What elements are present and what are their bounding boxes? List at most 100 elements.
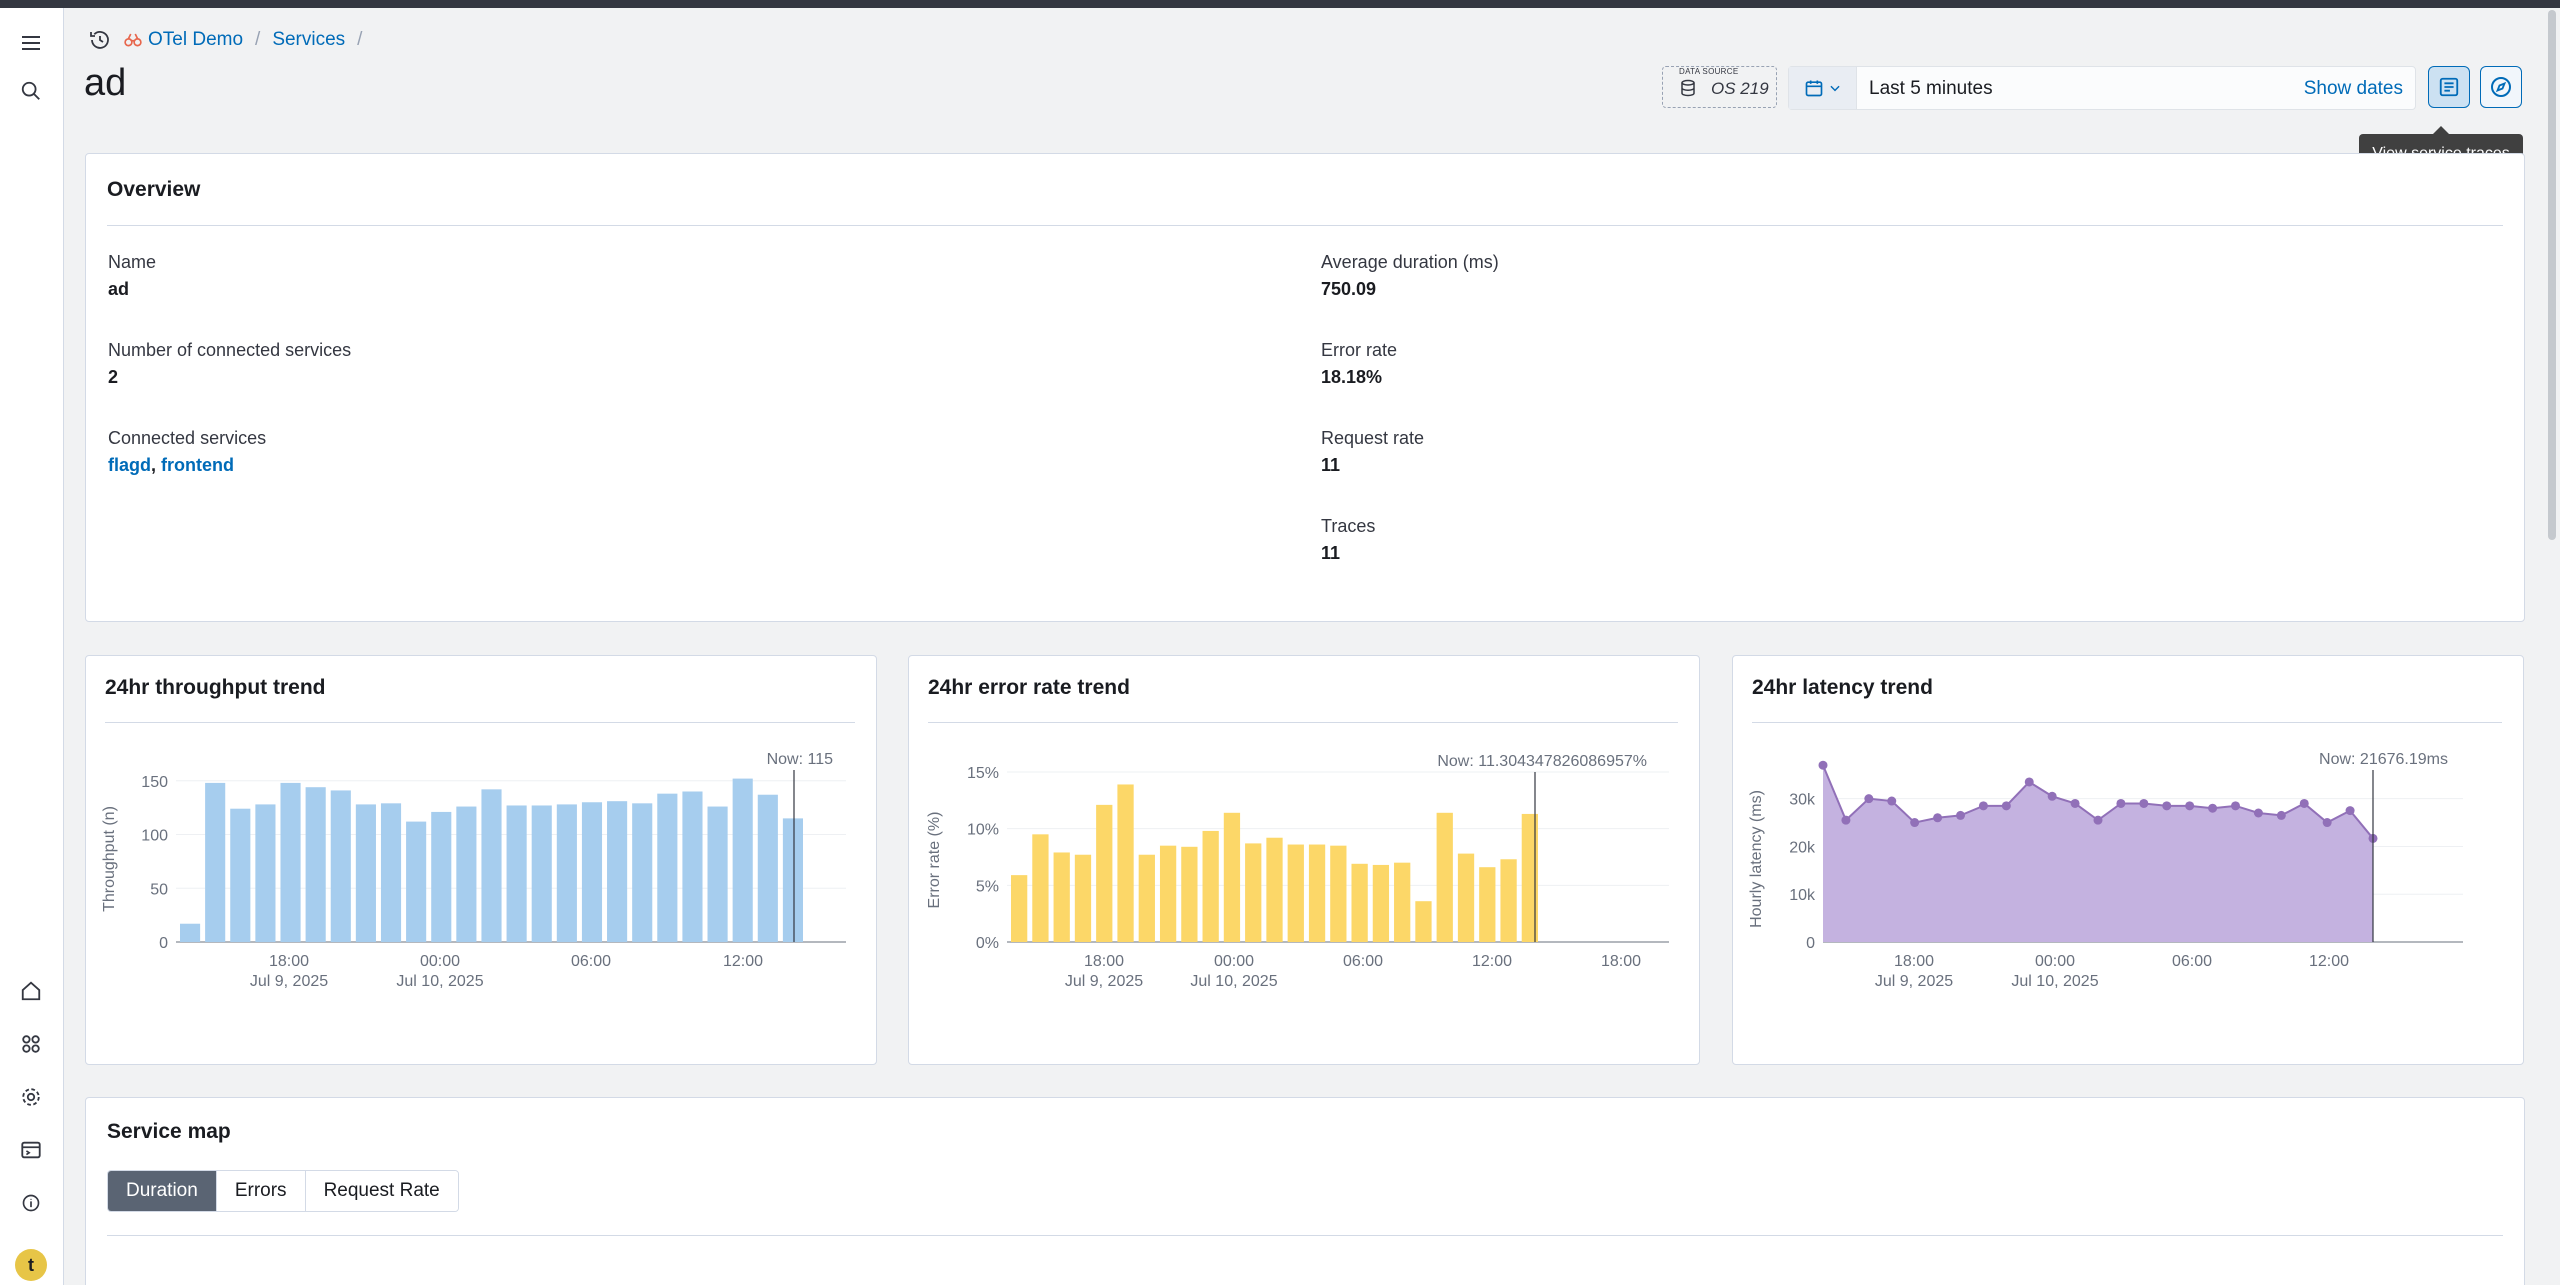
error-rate-value: 18.18% [1321,367,1383,387]
data-point [2253,808,2263,818]
scrollbar[interactable] [2548,10,2556,540]
x-tick-label: 00:00 [420,953,460,970]
x-tick-label: 12:00 [2309,953,2349,970]
bar [556,804,577,942]
bar [657,793,678,942]
compass-icon [2489,75,2513,99]
latency-chart: 0 10k 20k 30k Hourly latency (ms) 18:00 Jul 9,… [1748,751,2463,990]
tab-errors[interactable]: Errors [216,1171,306,1211]
x-tick-sublabel: Jul 10, 2025 [1190,973,1277,990]
overview-panel: Overview Name ad Number of connected ser… [85,153,2525,622]
bar [607,801,628,942]
breadcrumb-services[interactable]: Services [272,29,346,50]
bar [255,804,276,942]
now-label: Now: 11.304347826086957% [1437,753,1647,770]
request-rate-label: Request rate [1321,428,1425,448]
bar [581,802,603,942]
name-value: ad [108,279,130,299]
y-tick-label: 0 [1806,935,1815,952]
side-nav-rail: t [0,8,64,1285]
explore-button[interactable] [2480,66,2522,108]
history-icon[interactable] [88,28,112,52]
data-point [1841,815,1851,825]
tab-duration[interactable]: Duration [108,1171,217,1211]
divider [928,722,1678,723]
x-tick-sublabel: Jul 9, 2025 [250,973,328,990]
view-service-traces-button[interactable] [2428,66,2470,108]
data-point [2231,801,2240,811]
show-dates-button[interactable]: Show dates [2303,78,2403,99]
data-point [1956,810,1965,820]
name-label: Name [108,252,157,272]
home-icon[interactable] [16,976,46,1006]
connected-services-label: Connected services [108,428,267,448]
date-picker: Last 5 minutes Show dates [1788,66,2416,110]
menu-icon[interactable] [16,28,46,58]
bar [1287,844,1304,942]
bar [1330,845,1347,942]
avg-duration-label: Average duration (ms) [1321,252,1499,272]
latency-area [1823,765,2373,942]
binoculars-icon [124,31,142,49]
bar [732,778,753,942]
quick-select-button[interactable] [1789,67,1857,109]
bar [1011,875,1028,942]
x-tick-label: 12:00 [1472,953,1512,970]
bar [330,790,351,942]
search-icon[interactable] [16,76,46,106]
service-link-frontend[interactable]: frontend [161,455,234,475]
time-range-text[interactable]: Last 5 minutes [1869,78,1993,99]
y-tick-label: 15% [967,765,999,782]
request-rate-value: 11 [1321,455,1341,475]
data-point [1933,813,1943,823]
error-rate-chart: 0% 5% 10% 15% Error rate (%) 18:00 Jul 9, 2025… [926,753,1669,990]
data-source-picker[interactable]: DATA SOURCE OS 219 [1662,66,1777,108]
y-tick-label: 5% [976,878,999,895]
data-point [1864,794,1874,804]
x-tick-sublabel: Jul 10, 2025 [2011,973,2098,990]
data-point [2345,806,2355,816]
data-point [2116,798,2126,808]
bar [1159,845,1177,942]
data-point [1978,801,1988,811]
breadcrumb-otel-demo[interactable]: OTel Demo [124,29,243,51]
bar [782,818,803,942]
breadcrumb: OTel Demo / Services / [88,26,362,54]
bar [1351,863,1368,942]
x-tick-label: 06:00 [1343,953,1383,970]
bar [1181,846,1198,942]
data-point [2322,818,2332,828]
bar [456,806,477,942]
tab-request-rate[interactable]: Request Rate [305,1171,458,1211]
avatar[interactable]: t [15,1249,47,1281]
bar [757,794,778,942]
error-rate-title: 24hr error rate trend [928,676,1130,699]
divider [107,1235,2503,1236]
x-tick-label: 00:00 [1214,953,1254,970]
y-tick-label: 10k [1789,887,1816,904]
divider [107,225,2503,226]
bar [431,811,452,942]
data-source-caption: DATA SOURCE [1679,67,1739,76]
apps-icon[interactable] [16,1029,46,1059]
data-point [1910,818,1920,828]
bar [230,808,251,942]
x-tick-sublabel: Jul 10, 2025 [396,973,483,990]
throughput-title: 24hr throughput trend [105,676,326,699]
data-point [2276,810,2286,820]
console-icon[interactable] [16,1135,46,1165]
service-link-flagd[interactable]: flagd [108,455,151,475]
service-map-panel: Service map [85,1097,2525,1285]
bar [1096,804,1113,942]
gear-icon[interactable] [16,1082,46,1112]
data-point [2047,791,2057,801]
traces-icon [2438,76,2460,98]
bar [1308,844,1326,942]
info-icon[interactable] [16,1188,46,1218]
divider [105,722,855,723]
error-rate-label: Error rate [1321,340,1398,360]
bar [1394,862,1411,942]
bar [1138,854,1155,942]
data-point [1818,760,1828,770]
service-map-title: Service map [107,1120,231,1143]
